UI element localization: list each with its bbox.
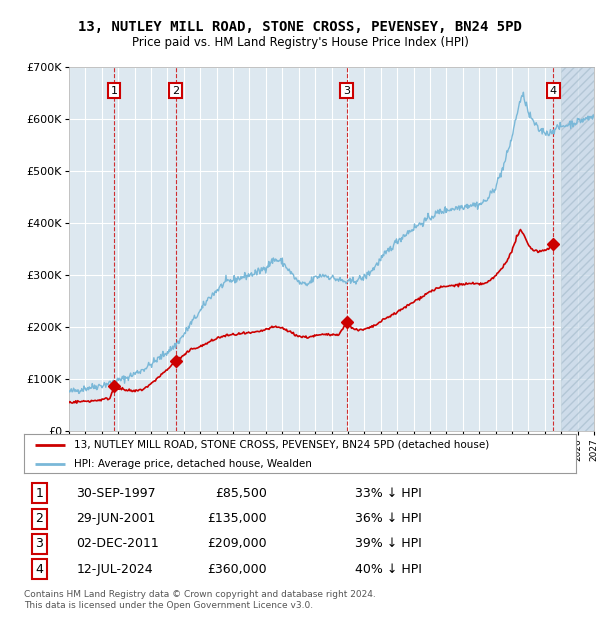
- Text: 1: 1: [35, 487, 43, 500]
- Text: 12-JUL-2024: 12-JUL-2024: [76, 563, 153, 576]
- Text: 02-DEC-2011: 02-DEC-2011: [76, 538, 159, 551]
- Text: 13, NUTLEY MILL ROAD, STONE CROSS, PEVENSEY, BN24 5PD: 13, NUTLEY MILL ROAD, STONE CROSS, PEVEN…: [78, 20, 522, 34]
- Text: £85,500: £85,500: [215, 487, 267, 500]
- Text: 2: 2: [172, 86, 179, 95]
- Text: Contains HM Land Registry data © Crown copyright and database right 2024.
This d: Contains HM Land Registry data © Crown c…: [24, 590, 376, 609]
- Text: 1: 1: [110, 86, 118, 95]
- Text: 4: 4: [550, 86, 557, 95]
- Text: 40% ↓ HPI: 40% ↓ HPI: [355, 563, 422, 576]
- Text: 3: 3: [35, 538, 43, 551]
- Text: 39% ↓ HPI: 39% ↓ HPI: [355, 538, 422, 551]
- Text: 33% ↓ HPI: 33% ↓ HPI: [355, 487, 422, 500]
- Text: 3: 3: [343, 86, 350, 95]
- Text: HPI: Average price, detached house, Wealden: HPI: Average price, detached house, Weal…: [74, 459, 311, 469]
- Text: 2: 2: [35, 512, 43, 525]
- Text: 29-JUN-2001: 29-JUN-2001: [76, 512, 156, 525]
- Text: Price paid vs. HM Land Registry's House Price Index (HPI): Price paid vs. HM Land Registry's House …: [131, 36, 469, 48]
- Bar: [561, 67, 594, 431]
- Text: £209,000: £209,000: [207, 538, 267, 551]
- Text: £135,000: £135,000: [207, 512, 267, 525]
- Text: 4: 4: [35, 563, 43, 576]
- Text: £360,000: £360,000: [207, 563, 267, 576]
- Text: 30-SEP-1997: 30-SEP-1997: [76, 487, 156, 500]
- Text: 13, NUTLEY MILL ROAD, STONE CROSS, PEVENSEY, BN24 5PD (detached house): 13, NUTLEY MILL ROAD, STONE CROSS, PEVEN…: [74, 440, 489, 450]
- Text: 36% ↓ HPI: 36% ↓ HPI: [355, 512, 422, 525]
